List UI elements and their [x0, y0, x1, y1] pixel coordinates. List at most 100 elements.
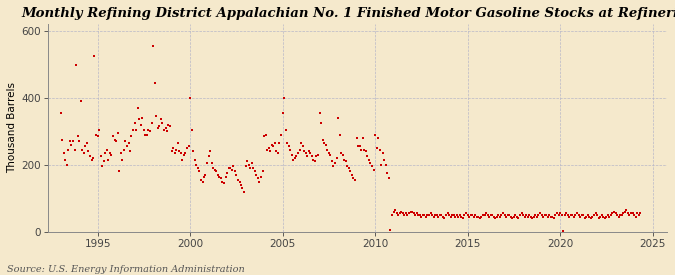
Point: [388, 210, 399, 214]
Point: [560, 213, 570, 217]
Point: [352, 144, 363, 148]
Point: [311, 154, 322, 159]
Point: [129, 121, 140, 125]
Point: [339, 158, 350, 162]
Point: [313, 153, 323, 157]
Point: [628, 213, 639, 217]
Point: [122, 144, 132, 148]
Point: [461, 211, 472, 216]
Point: [92, 134, 103, 138]
Point: [470, 213, 481, 217]
Point: [464, 214, 475, 219]
Point: [265, 149, 275, 153]
Point: [601, 214, 612, 219]
Point: [596, 213, 607, 217]
Point: [610, 211, 621, 216]
Point: [481, 211, 491, 216]
Point: [404, 211, 414, 216]
Point: [194, 169, 205, 174]
Point: [452, 213, 462, 217]
Point: [408, 211, 419, 216]
Point: [279, 95, 290, 100]
Point: [112, 131, 123, 135]
Point: [125, 149, 136, 153]
Point: [437, 214, 448, 219]
Point: [77, 147, 88, 152]
Point: [323, 151, 334, 155]
Point: [119, 147, 130, 152]
Point: [342, 164, 353, 169]
Point: [370, 132, 381, 137]
Point: [126, 134, 137, 138]
Point: [248, 166, 259, 170]
Point: [230, 169, 240, 174]
Point: [174, 149, 185, 153]
Point: [539, 213, 550, 217]
Point: [389, 208, 400, 212]
Point: [413, 213, 424, 217]
Point: [443, 213, 454, 217]
Point: [448, 213, 459, 217]
Point: [536, 213, 547, 217]
Point: [513, 216, 524, 221]
Point: [475, 216, 485, 221]
Point: [83, 149, 94, 153]
Y-axis label: Thousand Barrels: Thousand Barrels: [7, 82, 17, 173]
Point: [176, 151, 186, 155]
Point: [356, 147, 367, 152]
Point: [345, 169, 356, 174]
Point: [146, 121, 157, 125]
Point: [246, 161, 257, 165]
Point: [273, 151, 284, 155]
Point: [632, 211, 643, 216]
Point: [624, 213, 635, 217]
Point: [296, 141, 306, 145]
Point: [538, 214, 549, 219]
Point: [431, 213, 442, 217]
Point: [167, 146, 178, 150]
Point: [357, 136, 368, 140]
Point: [160, 126, 171, 130]
Point: [458, 216, 468, 221]
Point: [319, 141, 329, 145]
Point: [190, 158, 200, 162]
Point: [277, 111, 288, 115]
Point: [364, 158, 375, 162]
Point: [333, 116, 344, 120]
Point: [306, 154, 317, 159]
Point: [316, 121, 327, 125]
Point: [115, 151, 126, 155]
Point: [288, 158, 299, 162]
Point: [599, 216, 610, 221]
Point: [88, 156, 99, 160]
Point: [123, 141, 134, 145]
Point: [336, 151, 347, 155]
Point: [400, 211, 411, 216]
Point: [143, 127, 154, 132]
Point: [583, 213, 593, 217]
Point: [180, 151, 191, 155]
Title: Monthly Refining District Appalachian No. 1 Finished Motor Gasoline Stocks at Re: Monthly Refining District Appalachian No…: [21, 7, 675, 20]
Point: [394, 211, 405, 216]
Point: [280, 127, 291, 132]
Point: [252, 176, 263, 180]
Point: [325, 153, 335, 157]
Point: [620, 210, 630, 214]
Point: [441, 213, 452, 217]
Point: [442, 211, 453, 216]
Point: [294, 147, 305, 152]
Point: [518, 213, 529, 217]
Point: [491, 214, 502, 219]
Point: [169, 151, 180, 155]
Point: [348, 176, 359, 180]
Point: [379, 158, 389, 162]
Point: [590, 211, 601, 216]
Point: [456, 214, 467, 219]
Point: [285, 147, 296, 152]
Point: [396, 210, 407, 214]
Point: [191, 163, 202, 167]
Point: [292, 151, 303, 155]
Point: [506, 214, 516, 219]
Point: [208, 166, 219, 170]
Point: [501, 214, 512, 219]
